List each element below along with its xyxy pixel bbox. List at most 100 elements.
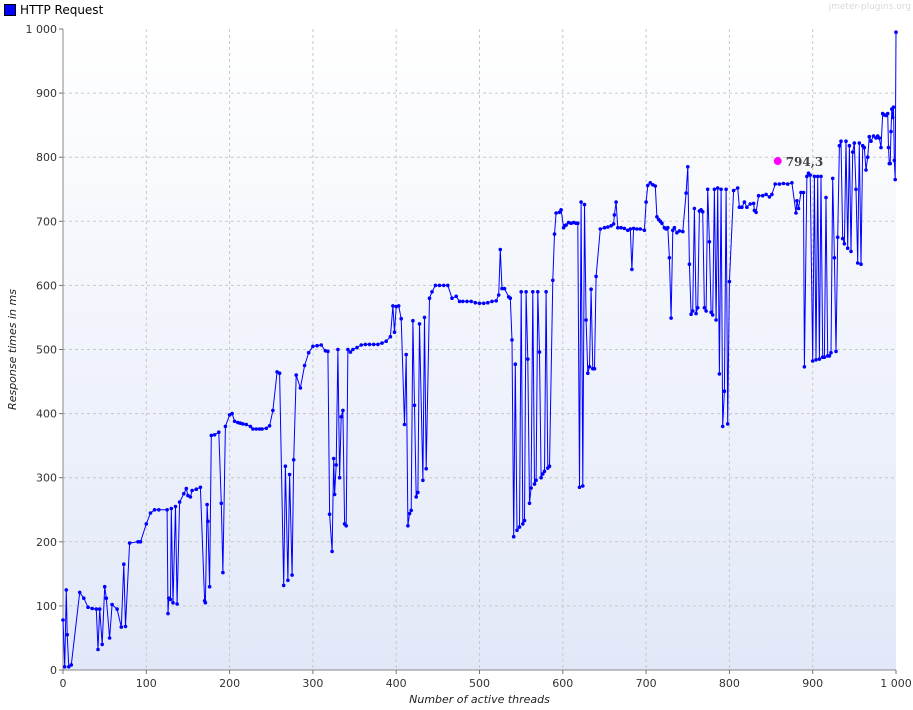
- data-point: [367, 342, 372, 347]
- data-point: [500, 286, 504, 291]
- data-point: [494, 299, 499, 303]
- data-point: [203, 600, 208, 605]
- data-point: [437, 283, 442, 288]
- data-point: [517, 525, 522, 529]
- data-point: [857, 141, 862, 145]
- data-point: [731, 188, 736, 193]
- data-point: [277, 371, 282, 376]
- data-point: [359, 343, 364, 347]
- data-point: [148, 511, 153, 515]
- data-point: [890, 115, 895, 120]
- data-point: [260, 427, 264, 431]
- data-point: [767, 195, 772, 199]
- data-point: [602, 225, 607, 230]
- data-point: [315, 343, 319, 348]
- legend-swatch: [4, 4, 16, 16]
- data-point: [700, 209, 705, 214]
- data-point: [311, 344, 315, 349]
- data-point: [684, 191, 688, 195]
- data-point: [714, 318, 718, 322]
- data-point: [457, 299, 462, 304]
- data-point: [576, 221, 580, 225]
- data-point: [205, 502, 209, 507]
- data-point: [781, 181, 786, 186]
- data-point: [330, 549, 334, 554]
- data-point: [646, 183, 650, 188]
- data-point: [737, 205, 742, 209]
- y-tick-label: 800: [36, 151, 57, 164]
- data-point: [630, 267, 634, 272]
- data-point: [586, 371, 590, 376]
- data-point: [814, 358, 818, 362]
- x-tick-label: 300: [302, 677, 323, 690]
- data-point: [712, 187, 717, 192]
- data-point: [433, 283, 438, 288]
- data-point: [544, 290, 548, 294]
- data-point: [844, 139, 848, 143]
- data-point: [332, 492, 337, 497]
- data-point: [619, 225, 623, 230]
- data-point: [522, 518, 527, 523]
- data-point: [727, 279, 732, 284]
- data-point: [327, 512, 332, 516]
- data-point: [810, 359, 815, 363]
- data-point: [644, 200, 648, 204]
- data-point: [271, 408, 275, 413]
- data-point: [717, 372, 722, 376]
- data-point: [376, 342, 380, 347]
- y-tick-label: 200: [36, 536, 57, 549]
- data-point: [422, 315, 427, 320]
- data-point: [724, 187, 728, 192]
- data-point: [298, 386, 303, 390]
- data-point: [827, 354, 832, 358]
- data-point: [481, 301, 486, 306]
- data-point: [254, 427, 259, 431]
- data-point: [86, 605, 90, 609]
- data-point: [581, 484, 585, 488]
- data-point: [190, 488, 194, 493]
- data-point: [675, 231, 679, 235]
- data-point: [175, 602, 179, 606]
- data-point: [886, 145, 891, 150]
- data-point: [515, 528, 519, 533]
- data-point: [606, 225, 610, 229]
- data-point: [424, 466, 429, 471]
- x-tick-label: 700: [636, 677, 657, 690]
- data-point: [152, 508, 157, 512]
- data-point: [221, 570, 225, 575]
- data-point: [223, 424, 228, 429]
- data-point: [286, 578, 290, 583]
- data-point: [889, 129, 893, 134]
- data-point: [801, 190, 806, 195]
- data-point: [829, 350, 833, 355]
- data-point: [169, 506, 174, 511]
- data-point: [107, 636, 112, 640]
- data-point: [412, 403, 417, 408]
- data-point: [794, 211, 798, 215]
- data-point: [334, 463, 339, 467]
- data-point: [465, 299, 469, 304]
- x-axis-title: Number of active threads: [409, 693, 550, 706]
- data-point: [136, 540, 140, 544]
- data-point: [251, 427, 255, 431]
- data-point: [508, 296, 513, 301]
- series-points: [61, 30, 898, 669]
- data-point: [119, 625, 124, 629]
- data-point: [64, 588, 69, 592]
- data-point: [287, 472, 292, 477]
- data-point: [796, 206, 801, 211]
- data-point: [832, 255, 837, 260]
- data-point: [865, 155, 870, 159]
- data-point: [547, 464, 552, 469]
- data-point: [893, 177, 897, 182]
- data-point: [110, 602, 114, 607]
- data-point: [97, 607, 102, 611]
- data-point: [532, 482, 537, 486]
- data-point: [61, 618, 65, 622]
- data-point: [281, 583, 286, 588]
- data-point: [877, 136, 882, 140]
- data-point: [564, 223, 568, 227]
- data-point: [594, 274, 598, 279]
- data-point: [257, 427, 262, 431]
